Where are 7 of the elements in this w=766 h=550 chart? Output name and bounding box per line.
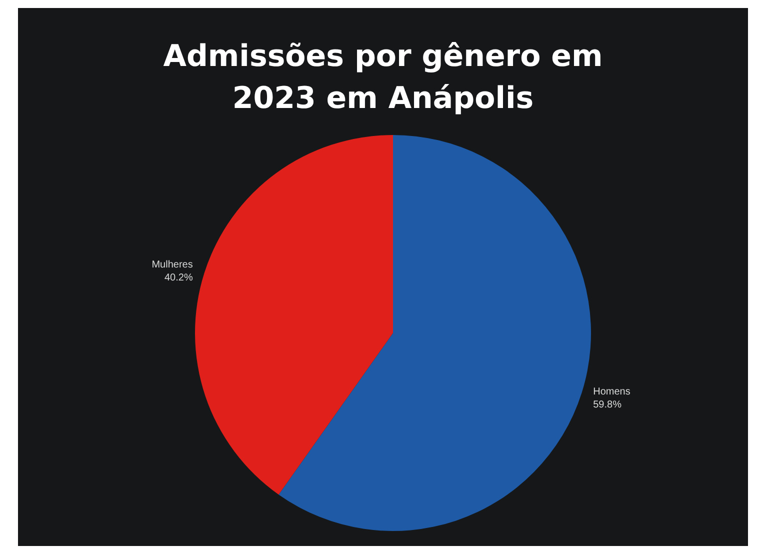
data-label: 59.8% bbox=[593, 400, 622, 411]
chart-title: Admissões por gênero em 2023 em Anápolis bbox=[162, 38, 604, 118]
data-label: 40.2% bbox=[164, 272, 193, 284]
slice-label: Homens bbox=[593, 386, 630, 398]
pie-slice bbox=[195, 135, 393, 495]
slice-label: Mulheres bbox=[152, 259, 193, 270]
pie-slice bbox=[278, 135, 591, 531]
